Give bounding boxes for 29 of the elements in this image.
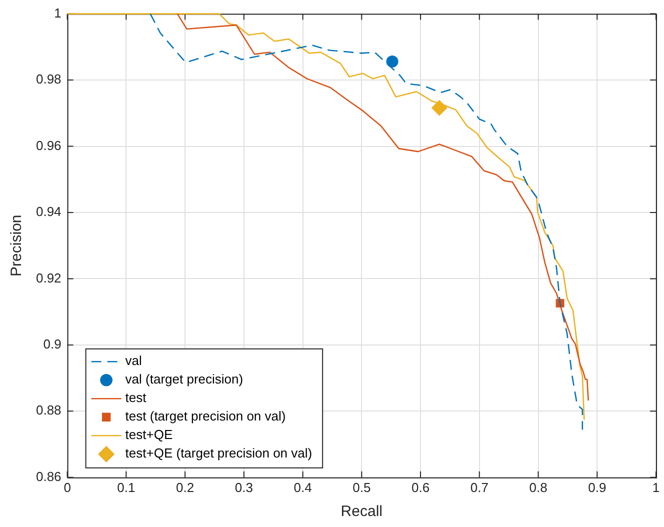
x-tick-label: 0.5 [352,480,371,495]
x-tick-label: 0.9 [588,480,606,495]
y-tick-label: 0.98 [36,72,62,87]
x-axis-title: Recall [340,503,382,520]
legend-label: test (target precision on val) [125,408,286,424]
x-tick-label: 0.2 [176,480,194,495]
x-tick-label: 0.4 [294,480,312,495]
y-axis-title: Precision [8,214,26,276]
legend-label: val (target precision) [125,372,244,387]
x-tick-label: 0.7 [470,480,488,495]
x-tick-label: 0.3 [234,480,253,495]
x-tick-label: 0.8 [529,480,548,495]
x-tick-label: 0 [64,480,71,495]
y-tick-label: 0.94 [36,204,62,220]
y-tick-label: 0.96 [36,138,62,153]
x-tick-label: 0.6 [411,480,430,495]
legend-label: test [125,390,147,406]
legend-label: test+QE [125,427,173,442]
y-tick-label: 0.86 [36,468,62,484]
x-tick-label: 1 [652,480,660,495]
y-tick-label: 0.92 [36,270,62,286]
y-tick-label: 0.88 [36,402,62,418]
x-tick-label: 0.1 [117,480,136,495]
legend-label: val [125,353,142,368]
y-tick-label: 1 [54,5,62,20]
point [431,100,448,116]
point [386,55,398,68]
y-tick-label: 0.9 [43,336,62,352]
legend-label: test+QE (target precision on val) [125,446,312,461]
